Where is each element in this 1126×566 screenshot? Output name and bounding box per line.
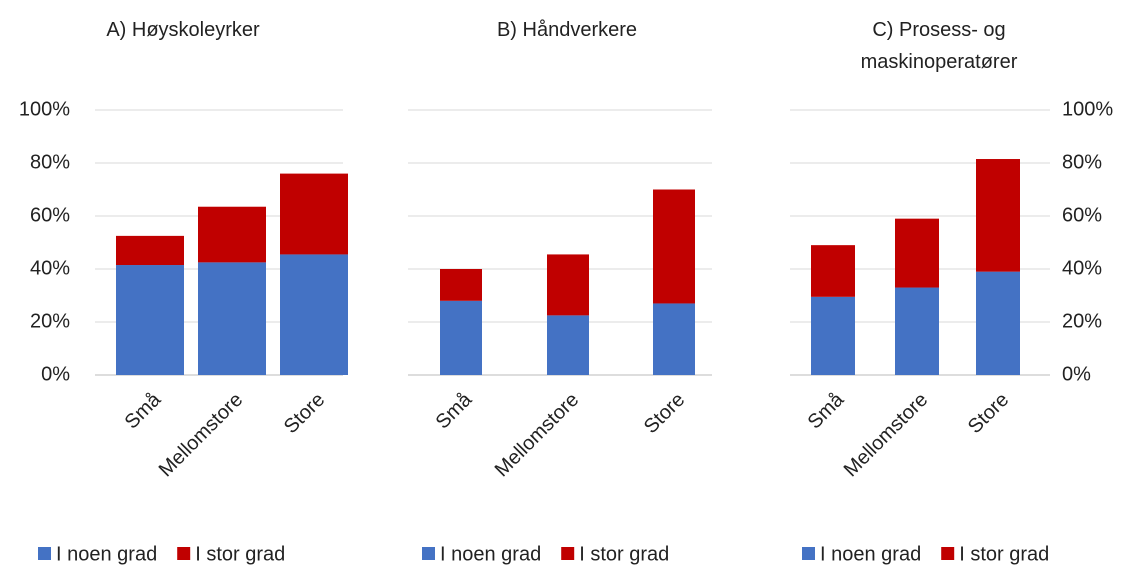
legend-label: I noen grad	[820, 543, 921, 565]
bar-segment	[547, 315, 589, 375]
bar-segment	[976, 271, 1020, 375]
bar-segment	[116, 235, 184, 266]
bar-segment	[653, 189, 695, 304]
x-tick-label: Store	[280, 389, 329, 438]
y-tick-label: 80%	[1062, 151, 1102, 173]
bar-segment	[440, 269, 482, 301]
x-tick-label: Små	[121, 388, 166, 433]
legend-swatch	[177, 547, 191, 560]
legend-label: I stor grad	[959, 543, 1049, 565]
bar-segment	[440, 300, 482, 375]
y-tick-label: 80%	[30, 151, 70, 173]
legend-swatch	[941, 547, 955, 560]
x-tick-label: Mellomstore	[155, 389, 248, 482]
x-tick-label: Store	[964, 389, 1013, 438]
bar-segment	[811, 296, 855, 375]
y-tick-label: 20%	[30, 310, 70, 332]
y-tick-label: 60%	[30, 204, 70, 226]
x-tick-label: Små	[804, 388, 849, 433]
y-tick-label: 40%	[1062, 257, 1102, 279]
chart-title: B) Håndverkere	[496, 19, 638, 41]
y-tick-label: 0%	[1062, 363, 1091, 385]
bar-segment	[116, 265, 184, 375]
x-tick-label: Store	[640, 389, 689, 438]
bar-segment	[280, 173, 348, 255]
bar-segment	[198, 206, 266, 263]
chart-title: C) Prosess- og maskinoperatører	[860, 19, 1018, 73]
legend-label: I noen grad	[56, 543, 157, 565]
y-tick-label: 20%	[1062, 310, 1102, 332]
x-tick-label: Mellomstore	[840, 389, 933, 482]
y-tick-label: 100%	[1062, 98, 1113, 120]
bar-segment	[198, 262, 266, 375]
y-tick-label: 40%	[30, 257, 70, 279]
legend-swatch	[38, 547, 51, 560]
bar-segment	[811, 245, 855, 297]
legend-label: I noen grad	[440, 543, 541, 565]
legend-label: I stor grad	[579, 543, 669, 565]
bar-segment	[976, 159, 1020, 272]
y-tick-label: 0%	[41, 363, 70, 385]
chart-title: A) Høyskoleyrker	[106, 19, 260, 41]
x-tick-label: Mellomstore	[491, 389, 584, 482]
legend-swatch	[802, 547, 815, 560]
y-tick-label: 60%	[1062, 204, 1102, 226]
legend-swatch	[561, 547, 575, 560]
bar-segment	[547, 254, 589, 316]
legend-swatch	[422, 547, 435, 560]
bar-segment	[895, 287, 939, 375]
bar-segment	[653, 303, 695, 375]
bar-segment	[895, 218, 939, 288]
bar-segment	[280, 254, 348, 375]
legend-label: I stor grad	[195, 543, 285, 565]
x-tick-label: Små	[432, 388, 477, 433]
y-tick-label: 100%	[19, 98, 70, 120]
